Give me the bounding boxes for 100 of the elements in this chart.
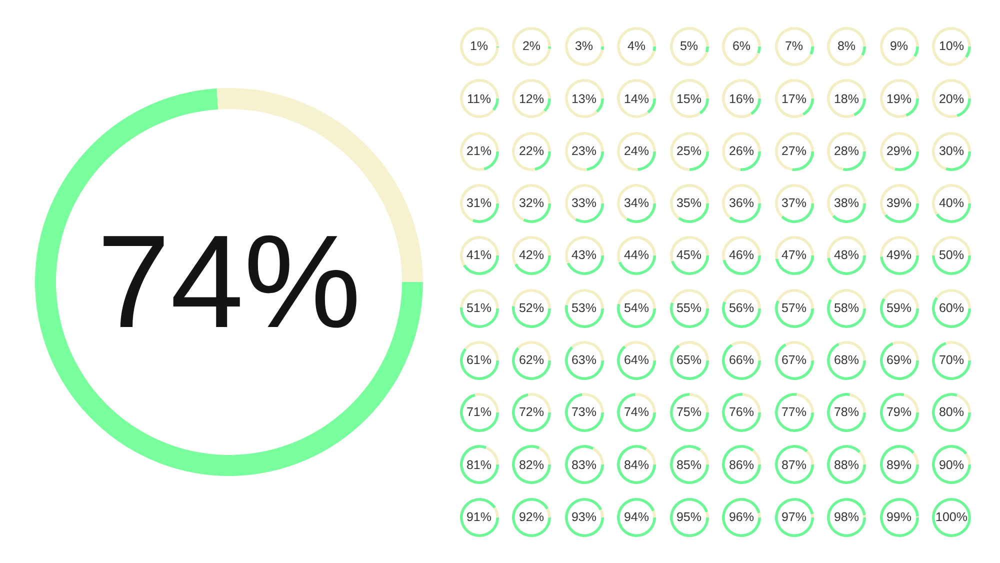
data-label: 65%	[676, 353, 702, 368]
data-label: 100%	[936, 510, 968, 524]
data-label: 85%	[676, 458, 702, 472]
data-label: 14%	[624, 92, 650, 106]
data-label: 34%	[624, 196, 650, 210]
data-label: 44%	[624, 248, 650, 262]
data-label: 13%	[571, 92, 597, 106]
data-label: 84%	[624, 458, 650, 472]
data-label: 1%	[470, 39, 488, 54]
data-label: 86%	[728, 458, 754, 472]
data-label: 16%	[728, 92, 754, 106]
data-label: 51%	[466, 300, 492, 315]
data-label: 60%	[938, 300, 964, 315]
data-label: 58%	[834, 300, 860, 315]
data-label: 46%	[728, 248, 754, 262]
data-label: 43%	[571, 248, 597, 262]
data-label: 35%	[676, 196, 702, 210]
data-label: 57%	[781, 300, 807, 315]
data-label: 12%	[518, 92, 544, 106]
data-label: 20%	[938, 92, 964, 106]
data-label: 31%	[466, 196, 492, 210]
data-label: 96%	[728, 510, 754, 524]
data-label: 88%	[834, 458, 860, 472]
data-label: 45%	[676, 248, 702, 262]
data-label: 78%	[834, 405, 860, 420]
data-label: 41%	[466, 248, 492, 262]
data-label: 80%	[938, 405, 964, 420]
data-label: 10%	[938, 39, 964, 54]
data-label: 63%	[571, 353, 597, 368]
data-label: 17%	[781, 92, 807, 106]
data-label: 22%	[518, 144, 544, 158]
data-label: 23%	[571, 144, 597, 158]
data-label: 73%	[571, 405, 597, 420]
data-label: 91%	[466, 510, 492, 524]
data-label: 11%	[466, 92, 492, 106]
data-label: 56%	[728, 300, 754, 315]
data-label: 24%	[624, 144, 650, 158]
data-label: 76%	[728, 405, 754, 420]
data-label: 50%	[938, 248, 964, 262]
data-label: 75%	[676, 405, 702, 420]
data-label: 98%	[834, 510, 860, 524]
data-label: 3%	[574, 39, 594, 54]
data-label: 7%	[784, 39, 804, 54]
data-label: 81%	[466, 458, 492, 472]
data-label: 79%	[886, 405, 912, 420]
data-label: 52%	[518, 300, 544, 315]
data-label: 8%	[837, 39, 856, 54]
data-label: 74%	[624, 405, 650, 420]
data-label: 18%	[834, 92, 860, 106]
data-label: 32%	[518, 196, 544, 210]
data-label: 66%	[728, 353, 754, 368]
data-label: 37%	[781, 196, 807, 210]
data-label: 89%	[886, 458, 912, 472]
data-label: 53%	[571, 300, 597, 315]
data-label: 93%	[571, 510, 597, 524]
data-label: 19%	[886, 92, 912, 106]
data-label: 92%	[518, 510, 544, 524]
data-label: 42%	[518, 248, 544, 262]
data-label: 6%	[732, 39, 751, 54]
data-label: 68%	[834, 353, 860, 368]
data-label: 74%	[96, 208, 362, 355]
data-label: 83%	[571, 458, 597, 472]
data-label: 39%	[886, 196, 912, 210]
data-label: 95%	[676, 510, 702, 524]
data-label: 69%	[886, 353, 912, 368]
data-label: 54%	[624, 300, 650, 315]
donut-slice	[35, 88, 423, 476]
data-label: 25%	[676, 144, 702, 158]
data-label: 59%	[886, 300, 912, 315]
data-label: 94%	[624, 510, 650, 524]
data-label: 21%	[466, 144, 492, 158]
data-label: 36%	[728, 196, 754, 210]
data-label: 28%	[834, 144, 860, 158]
data-label: 67%	[781, 353, 807, 368]
data-label: 9%	[890, 39, 908, 54]
data-label: 99%	[886, 510, 912, 524]
data-label: 5%	[680, 39, 698, 54]
data-label: 90%	[938, 458, 964, 472]
data-label: 55%	[676, 300, 702, 315]
data-label: 38%	[834, 196, 860, 210]
data-label: 2%	[522, 39, 541, 54]
data-label: 29%	[886, 144, 912, 158]
data-label: 71%	[466, 405, 492, 420]
data-label: 87%	[781, 458, 807, 472]
data-label: 77%	[781, 405, 807, 420]
data-label: 97%	[781, 510, 807, 524]
data-label: 4%	[627, 39, 646, 54]
data-label: 15%	[676, 92, 702, 106]
data-label: 49%	[886, 248, 912, 262]
data-label: 64%	[624, 353, 650, 368]
data-label: 26%	[728, 144, 754, 158]
data-label: 33%	[571, 196, 597, 210]
data-label: 61%	[466, 353, 492, 368]
data-label: 48%	[834, 248, 860, 262]
data-label: 40%	[938, 196, 964, 210]
data-label: 27%	[781, 144, 807, 158]
data-label: 30%	[938, 144, 964, 158]
data-label: 62%	[518, 353, 544, 368]
data-label: 72%	[518, 405, 544, 420]
data-label: 82%	[518, 458, 544, 472]
